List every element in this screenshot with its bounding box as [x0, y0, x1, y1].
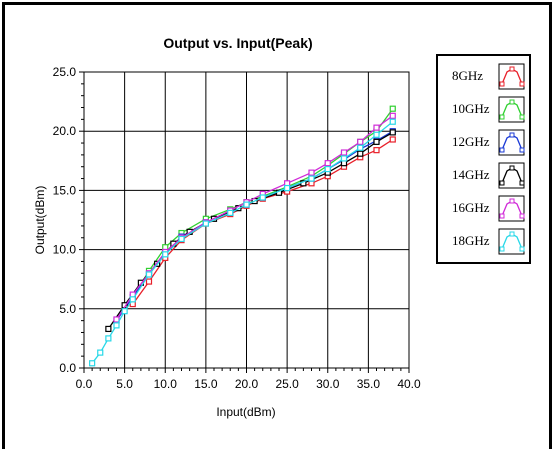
legend-marker-icon — [499, 147, 505, 153]
data-point — [113, 322, 120, 329]
x-tick-label: 30.0 — [316, 377, 340, 391]
y-tick-label: 0.0 — [59, 361, 76, 375]
data-point — [202, 220, 209, 227]
legend-marker-icon — [499, 246, 505, 252]
y-axis-ticks: 0.0 5.0 10.0 15.0 20.0 25.0 — [53, 65, 84, 375]
data-point — [373, 138, 380, 145]
data-point — [340, 155, 348, 162]
data-point — [129, 296, 136, 303]
data-point — [113, 316, 120, 323]
legend-marker-icon — [519, 147, 525, 153]
legend-label: 14GHz — [452, 167, 490, 182]
legend: 8GHz 10GHz 12GHz 14GHz 16GHz 18GHz — [436, 54, 531, 264]
legend-marker-icon — [519, 213, 525, 219]
legend-marker-icon — [499, 81, 505, 87]
legend-marker-icon — [509, 198, 515, 204]
legend-label: 18GHz — [452, 233, 490, 248]
legend-item-16ghz: 16GHz — [452, 195, 525, 222]
data-point — [105, 335, 112, 342]
data-point — [121, 308, 128, 315]
y-tick-label: 20.0 — [53, 124, 77, 138]
data-point — [89, 360, 96, 367]
legend-label: 8GHz — [452, 68, 483, 83]
legend-label: 16GHz — [452, 200, 490, 215]
data-point — [357, 144, 364, 151]
legend-marker-icon — [519, 81, 525, 87]
y-tick-label: 10.0 — [53, 243, 77, 257]
data-point — [324, 165, 331, 173]
legend-marker-icon — [519, 180, 525, 186]
data-point — [389, 112, 396, 119]
data-point — [389, 136, 396, 143]
legend-marker-icon — [509, 165, 515, 171]
legend-marker-icon — [499, 114, 505, 120]
series-line-14ghz — [107, 131, 394, 330]
data-point — [373, 131, 380, 138]
y-tick-label: 25.0 — [53, 65, 77, 79]
x-tick-label: 20.0 — [235, 377, 259, 391]
x-tick-label: 10.0 — [154, 377, 178, 391]
data-point — [373, 147, 380, 154]
x-tick-label: 0.0 — [76, 377, 93, 391]
legend-label: 12GHz — [452, 134, 490, 149]
y-tick-label: 15.0 — [53, 183, 77, 197]
data-point — [389, 105, 396, 112]
y-axis-label: Output(dBm) — [33, 186, 47, 255]
legend-box — [436, 54, 531, 264]
series-10ghz — [129, 105, 396, 301]
x-tick-label: 15.0 — [194, 377, 218, 391]
legend-item-10ghz: 10GHz — [452, 96, 525, 123]
chart-title: Output vs. Input(Peak) — [163, 35, 312, 51]
legend-marker-icon — [509, 132, 515, 138]
series-line-8ghz — [132, 138, 394, 305]
legend-item-12ghz: 12GHz — [452, 129, 525, 156]
legend-item-14ghz: 14GHz — [452, 162, 525, 189]
data-point — [357, 150, 364, 157]
legend-marker-icon — [499, 213, 505, 219]
data-point — [357, 138, 364, 145]
data-point — [389, 118, 396, 125]
data-point — [162, 251, 169, 258]
series-line-10ghz — [132, 108, 394, 298]
data-point — [389, 129, 396, 136]
legend-marker-icon — [509, 66, 515, 72]
data-point — [178, 235, 185, 243]
y-tick-label: 5.0 — [59, 302, 76, 316]
data-point — [105, 325, 112, 333]
data-point — [243, 201, 250, 208]
legend-item-8ghz: 8GHz — [452, 63, 525, 90]
data-point — [373, 124, 380, 131]
legend-marker-icon — [519, 114, 525, 120]
series-8ghz — [129, 136, 396, 308]
x-tick-label: 25.0 — [275, 377, 299, 391]
data-point — [145, 278, 153, 285]
series-layer — [89, 105, 396, 367]
legend-marker-icon — [509, 231, 515, 237]
data-point — [259, 194, 266, 201]
x-tick-label: 40.0 — [397, 377, 421, 391]
series-line-16ghz — [115, 115, 394, 320]
legend-marker-icon — [499, 180, 505, 186]
data-point — [308, 175, 315, 182]
data-point — [145, 271, 153, 278]
x-tick-label: 5.0 — [116, 377, 133, 391]
data-point — [324, 160, 331, 167]
data-point — [308, 169, 315, 176]
x-axis-ticks: 0.0 5.0 10.0 15.0 20.0 25.0 30.0 35.0 40.0 — [76, 368, 421, 391]
legend-label: 10GHz — [452, 101, 490, 116]
legend-marker-icon — [509, 99, 515, 105]
data-point — [227, 209, 234, 216]
data-point — [97, 349, 104, 356]
x-tick-label: 35.0 — [357, 377, 381, 391]
data-point — [284, 184, 291, 192]
x-axis-label: Input(dBm) — [216, 405, 275, 419]
series-16ghz — [113, 112, 396, 323]
legend-item-18ghz: 18GHz — [452, 228, 525, 255]
legend-marker-icon — [519, 246, 525, 252]
data-point — [340, 149, 348, 156]
series-18ghz — [89, 118, 396, 367]
series-14ghz — [105, 129, 396, 333]
grid-lines — [84, 72, 409, 368]
